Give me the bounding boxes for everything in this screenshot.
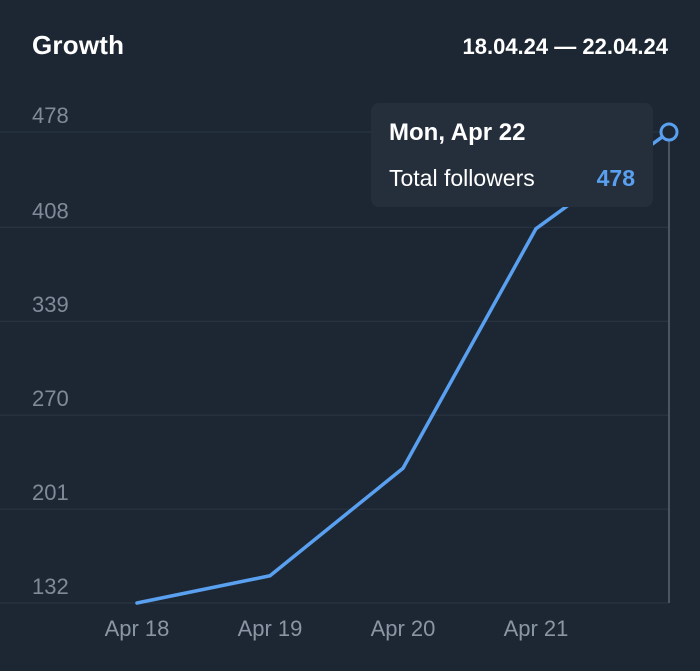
y-tick-132: 132 [32,574,69,599]
y-axis-labels: 132 201 270 339 408 478 [32,103,69,599]
chart-header: Growth 18.04.24 — 22.04.24 [32,30,668,70]
tooltip-label: Total followers [389,165,535,191]
data-point-apr-22 [659,122,679,142]
tooltip-date: Mon, Apr 22 [389,119,526,146]
y-tick-408: 408 [32,198,69,223]
y-tick-478: 478 [32,103,69,128]
chart-title: Growth [32,30,125,60]
date-range[interactable]: 18.04.24 — 22.04.24 [462,34,669,59]
y-tick-339: 339 [32,292,69,317]
x-tick-apr-20: Apr 20 [371,616,436,641]
selected-point-marker [659,122,679,142]
tooltip: Mon, Apr 22 Total followers 478 [371,103,653,207]
x-tick-apr-21: Apr 21 [504,616,569,641]
y-tick-270: 270 [32,386,69,411]
tooltip-value: 478 [596,165,635,191]
x-tick-apr-19: Apr 19 [238,616,303,641]
y-tick-201: 201 [32,480,69,505]
x-axis-labels: Apr 18 Apr 19 Apr 20 Apr 21 [105,616,569,641]
x-tick-apr-18: Apr 18 [105,616,170,641]
